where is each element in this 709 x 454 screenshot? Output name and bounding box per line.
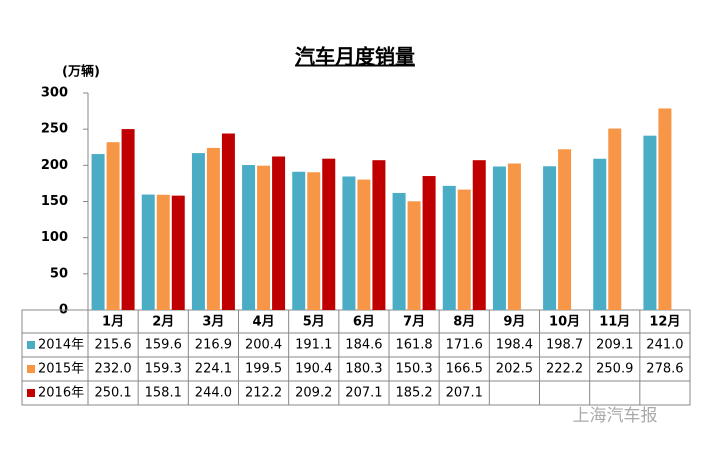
table-value: 207.1: [446, 386, 483, 401]
bar: [106, 142, 120, 310]
y-tick-label: 250: [41, 122, 68, 137]
x-tick-label: 8月: [453, 315, 475, 330]
bar: [507, 163, 521, 310]
table-value: 241.0: [646, 338, 683, 353]
bar: [257, 165, 271, 310]
table-value: 150.3: [395, 362, 432, 377]
bar: [141, 194, 155, 310]
table-value: 159.3: [145, 362, 182, 377]
x-tick-label: 6月: [353, 315, 375, 330]
table-value: 191.1: [295, 338, 332, 353]
x-tick-label: 12月: [649, 315, 680, 330]
table-value: 215.6: [94, 338, 131, 353]
y-tick-label: 200: [41, 158, 68, 173]
y-tick-label: 50: [50, 266, 68, 281]
y-tick-label: 100: [41, 230, 68, 245]
legend-label: 2015年: [38, 362, 84, 377]
table-value: 180.3: [345, 362, 382, 377]
table-value: 199.5: [245, 362, 282, 377]
table-value: 232.0: [94, 362, 131, 377]
legend-label: 2014年: [38, 338, 84, 353]
x-tick-label: 1月: [102, 315, 124, 330]
bar: [407, 201, 421, 310]
bar: [643, 135, 657, 310]
table-value: 222.2: [546, 362, 583, 377]
table-value: 166.5: [446, 362, 483, 377]
table-value: 158.1: [145, 386, 182, 401]
x-tick-label: 10月: [549, 315, 580, 330]
y-tick-label: 300: [41, 86, 68, 101]
table-value: 250.1: [94, 386, 131, 401]
bar: [472, 160, 486, 310]
bar: [307, 172, 321, 310]
x-tick-label: 2月: [152, 315, 174, 330]
x-tick-label: 4月: [253, 315, 275, 330]
bar: [422, 176, 436, 310]
bar: [442, 185, 456, 310]
table-value: 224.1: [195, 362, 232, 377]
legend-marker: [27, 365, 35, 373]
y-axis-label: (万辆): [62, 64, 100, 80]
bar: [357, 179, 371, 310]
table-value: 190.4: [295, 362, 332, 377]
x-tick-label: 7月: [403, 315, 425, 330]
bar: [342, 176, 356, 310]
bar: [292, 171, 306, 310]
table-value: 216.9: [195, 338, 232, 353]
bar: [171, 195, 185, 310]
x-tick-label: 5月: [303, 315, 325, 330]
bar: [392, 192, 406, 310]
bar: [457, 189, 471, 310]
legend-marker: [27, 341, 35, 349]
x-tick-label: 9月: [503, 315, 525, 330]
bar: [492, 166, 506, 310]
y-tick-label: 150: [41, 194, 68, 209]
bar: [91, 154, 105, 310]
table-value: 209.1: [596, 338, 633, 353]
legend-label: 2016年: [38, 386, 84, 401]
bar: [156, 194, 170, 310]
watermark: 上海汽车报: [573, 406, 658, 426]
bar: [372, 160, 386, 310]
table-value: 212.2: [245, 386, 282, 401]
table-value: 161.8: [395, 338, 432, 353]
table-value: 200.4: [245, 338, 282, 353]
bar: [322, 158, 336, 310]
table-value: 207.1: [345, 386, 382, 401]
table-value: 250.9: [596, 362, 633, 377]
bar: [206, 147, 220, 310]
table-value: 198.4: [496, 338, 533, 353]
table-value: 202.5: [496, 362, 533, 377]
bar: [558, 149, 572, 310]
table-value: 185.2: [395, 386, 432, 401]
bar: [272, 156, 286, 310]
table-value: 198.7: [546, 338, 583, 353]
table-value: 171.6: [446, 338, 483, 353]
x-tick-label: 3月: [202, 315, 224, 330]
x-tick-label: 11月: [599, 315, 630, 330]
bar: [543, 166, 557, 310]
table-value: 159.6: [145, 338, 182, 353]
chart-title: 汽车月度销量: [295, 45, 415, 69]
bar: [221, 133, 235, 310]
table-value: 209.2: [295, 386, 332, 401]
bar: [608, 128, 622, 310]
bar: [191, 153, 205, 310]
table-value: 244.0: [195, 386, 232, 401]
legend-marker: [27, 389, 35, 397]
bar: [658, 108, 672, 310]
bar: [593, 158, 607, 310]
table-value: 184.6: [345, 338, 382, 353]
bar: [242, 165, 256, 310]
bar: [121, 129, 135, 310]
table-value: 278.6: [646, 362, 683, 377]
